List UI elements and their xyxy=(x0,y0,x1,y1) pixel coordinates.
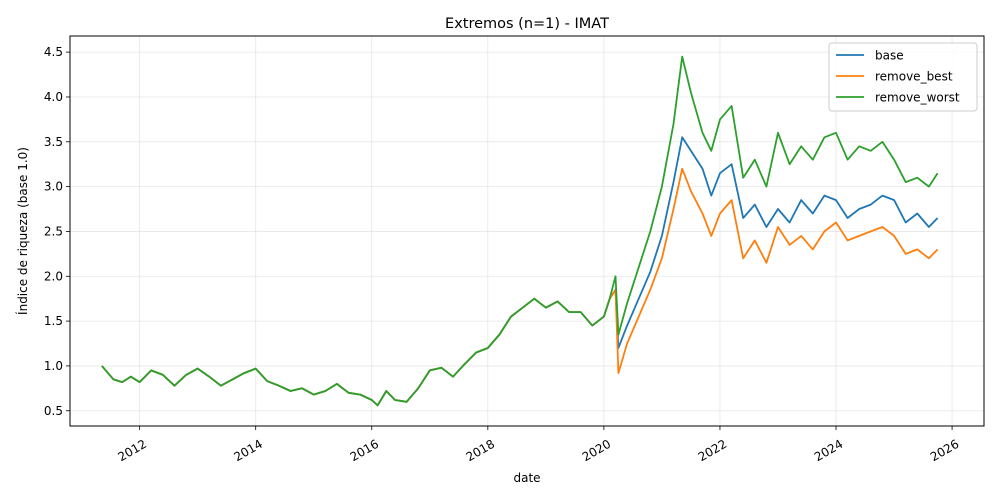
y-tick-label: 4.0 xyxy=(44,90,63,104)
y-tick-label: 3.0 xyxy=(44,180,63,194)
legend-box xyxy=(828,42,978,112)
x-axis-label: date xyxy=(513,471,540,485)
y-tick-label: 2.0 xyxy=(44,269,63,283)
y-tick-label: 1.0 xyxy=(44,359,63,373)
plot-frame xyxy=(69,35,985,427)
y-axis-label: Índice de riqueza (base 1.0) xyxy=(15,147,30,315)
legend-label-remove-worst: remove_worst xyxy=(875,91,960,105)
series-line-remove-worst xyxy=(101,55,939,407)
y-tick-label: 1.5 xyxy=(44,314,63,328)
y-axis-ticks: 0.5 1.0 1.5 2.0 2.5 3.0 3.5 4.0 4.5 xyxy=(44,45,70,418)
y-tick-label: 0.5 xyxy=(44,404,63,418)
series-lines xyxy=(101,55,939,407)
legend-label-base: base xyxy=(875,49,904,63)
y-tick-label: 2.5 xyxy=(44,224,63,238)
chart-title: Extremos (n=1) - IMAT xyxy=(445,16,609,32)
y-tick-label: 4.5 xyxy=(44,45,63,59)
legend-label-remove-best: remove_best xyxy=(875,70,953,84)
y-tick-label: 3.5 xyxy=(44,135,63,149)
legend: base remove_best remove_worst xyxy=(828,42,978,112)
